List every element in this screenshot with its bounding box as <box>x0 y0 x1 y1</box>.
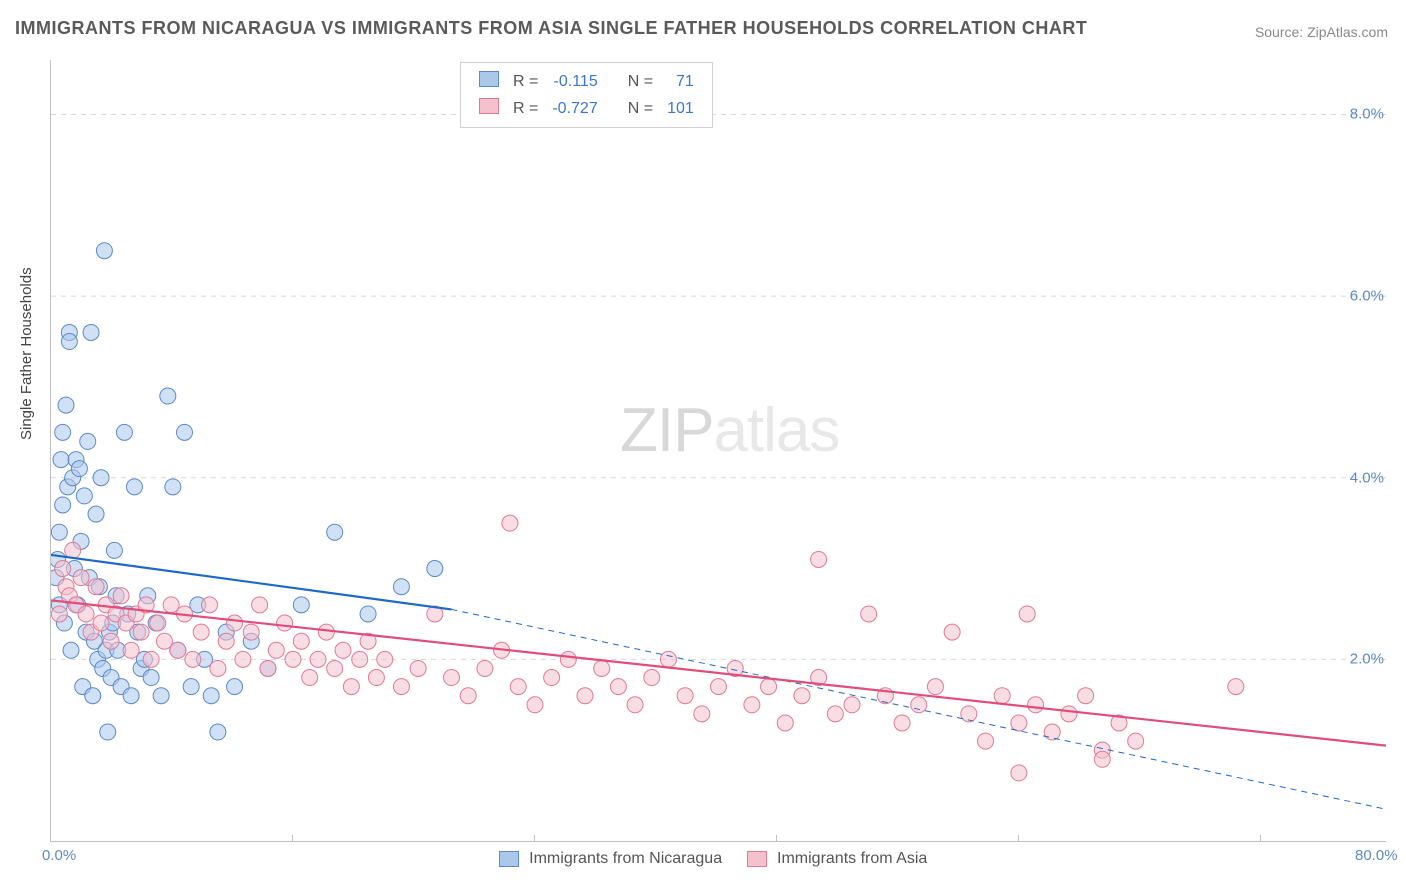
x-tick <box>534 835 535 842</box>
y-tick-label: 6.0% <box>1350 288 1384 305</box>
stat-N-value: 71 <box>661 69 700 94</box>
y-axis-label: Single Father Households <box>18 267 35 440</box>
x-tick <box>776 835 777 842</box>
x-tick <box>1018 835 1019 842</box>
legend-label: Immigrants from Asia <box>777 850 927 867</box>
stat-R-value: -0.727 <box>546 96 603 121</box>
swatch-icon <box>499 851 519 867</box>
x-tick-label: 0.0% <box>42 847 76 864</box>
legend-label: Immigrants from Nicaragua <box>529 850 722 867</box>
stat-N-value: 101 <box>661 96 700 121</box>
x-tick-label: 80.0% <box>1355 847 1398 864</box>
source-label: Source: ZipAtlas.com <box>1255 24 1388 40</box>
stat-R-label: R = <box>507 69 544 94</box>
chart-svg <box>51 60 1386 841</box>
stat-N-label: N = <box>622 96 659 121</box>
legend-stats-row: R = -0.727 N = 101 <box>473 96 700 121</box>
chart-title: IMMIGRANTS FROM NICARAGUA VS IMMIGRANTS … <box>15 18 1087 39</box>
stat-R-label: R = <box>507 96 544 121</box>
stat-R-value: -0.115 <box>546 69 603 94</box>
legend-bottom: Immigrants from Nicaragua Immigrants fro… <box>0 850 1406 868</box>
swatch-icon <box>479 98 499 114</box>
swatch-icon <box>479 71 499 87</box>
y-tick-label: 2.0% <box>1350 651 1384 668</box>
y-tick-label: 4.0% <box>1350 469 1384 486</box>
legend-stats-box: R = -0.115 N = 71 R = -0.727 N = 101 <box>460 62 713 128</box>
x-tick <box>1260 835 1261 842</box>
x-tick <box>292 835 293 842</box>
swatch-icon <box>747 851 767 867</box>
stat-N-label: N = <box>622 69 659 94</box>
y-tick-label: 8.0% <box>1350 106 1384 123</box>
plot-area <box>50 60 1386 842</box>
legend-stats-row: R = -0.115 N = 71 <box>473 69 700 94</box>
